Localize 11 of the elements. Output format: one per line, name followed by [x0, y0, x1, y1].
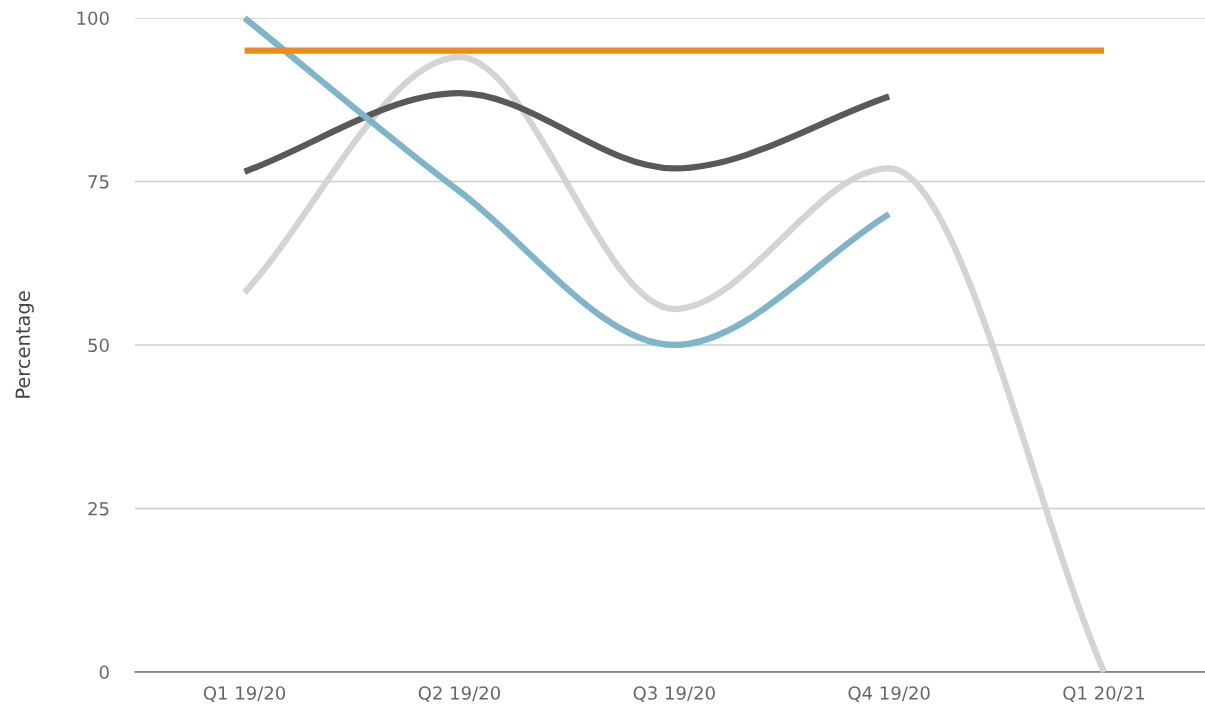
y-axis-title: Percentage — [15, 291, 34, 398]
y-tick-label: 0 — [99, 665, 109, 680]
y-tick-label: 50 — [88, 338, 109, 353]
x-tick-label: Q3 19/20 — [633, 686, 715, 702]
y-tick-label: 75 — [88, 175, 109, 189]
x-tick-label: Q4 19/20 — [848, 686, 930, 702]
x-tick-label: Q1 19/20 — [203, 686, 286, 702]
x-tick-label: Q1 20/21 — [1063, 686, 1145, 702]
y-tick-label: 25 — [88, 501, 109, 516]
y-tick-label: 100 — [77, 11, 109, 26]
x-tick-label: Q2 19/20 — [418, 686, 500, 702]
